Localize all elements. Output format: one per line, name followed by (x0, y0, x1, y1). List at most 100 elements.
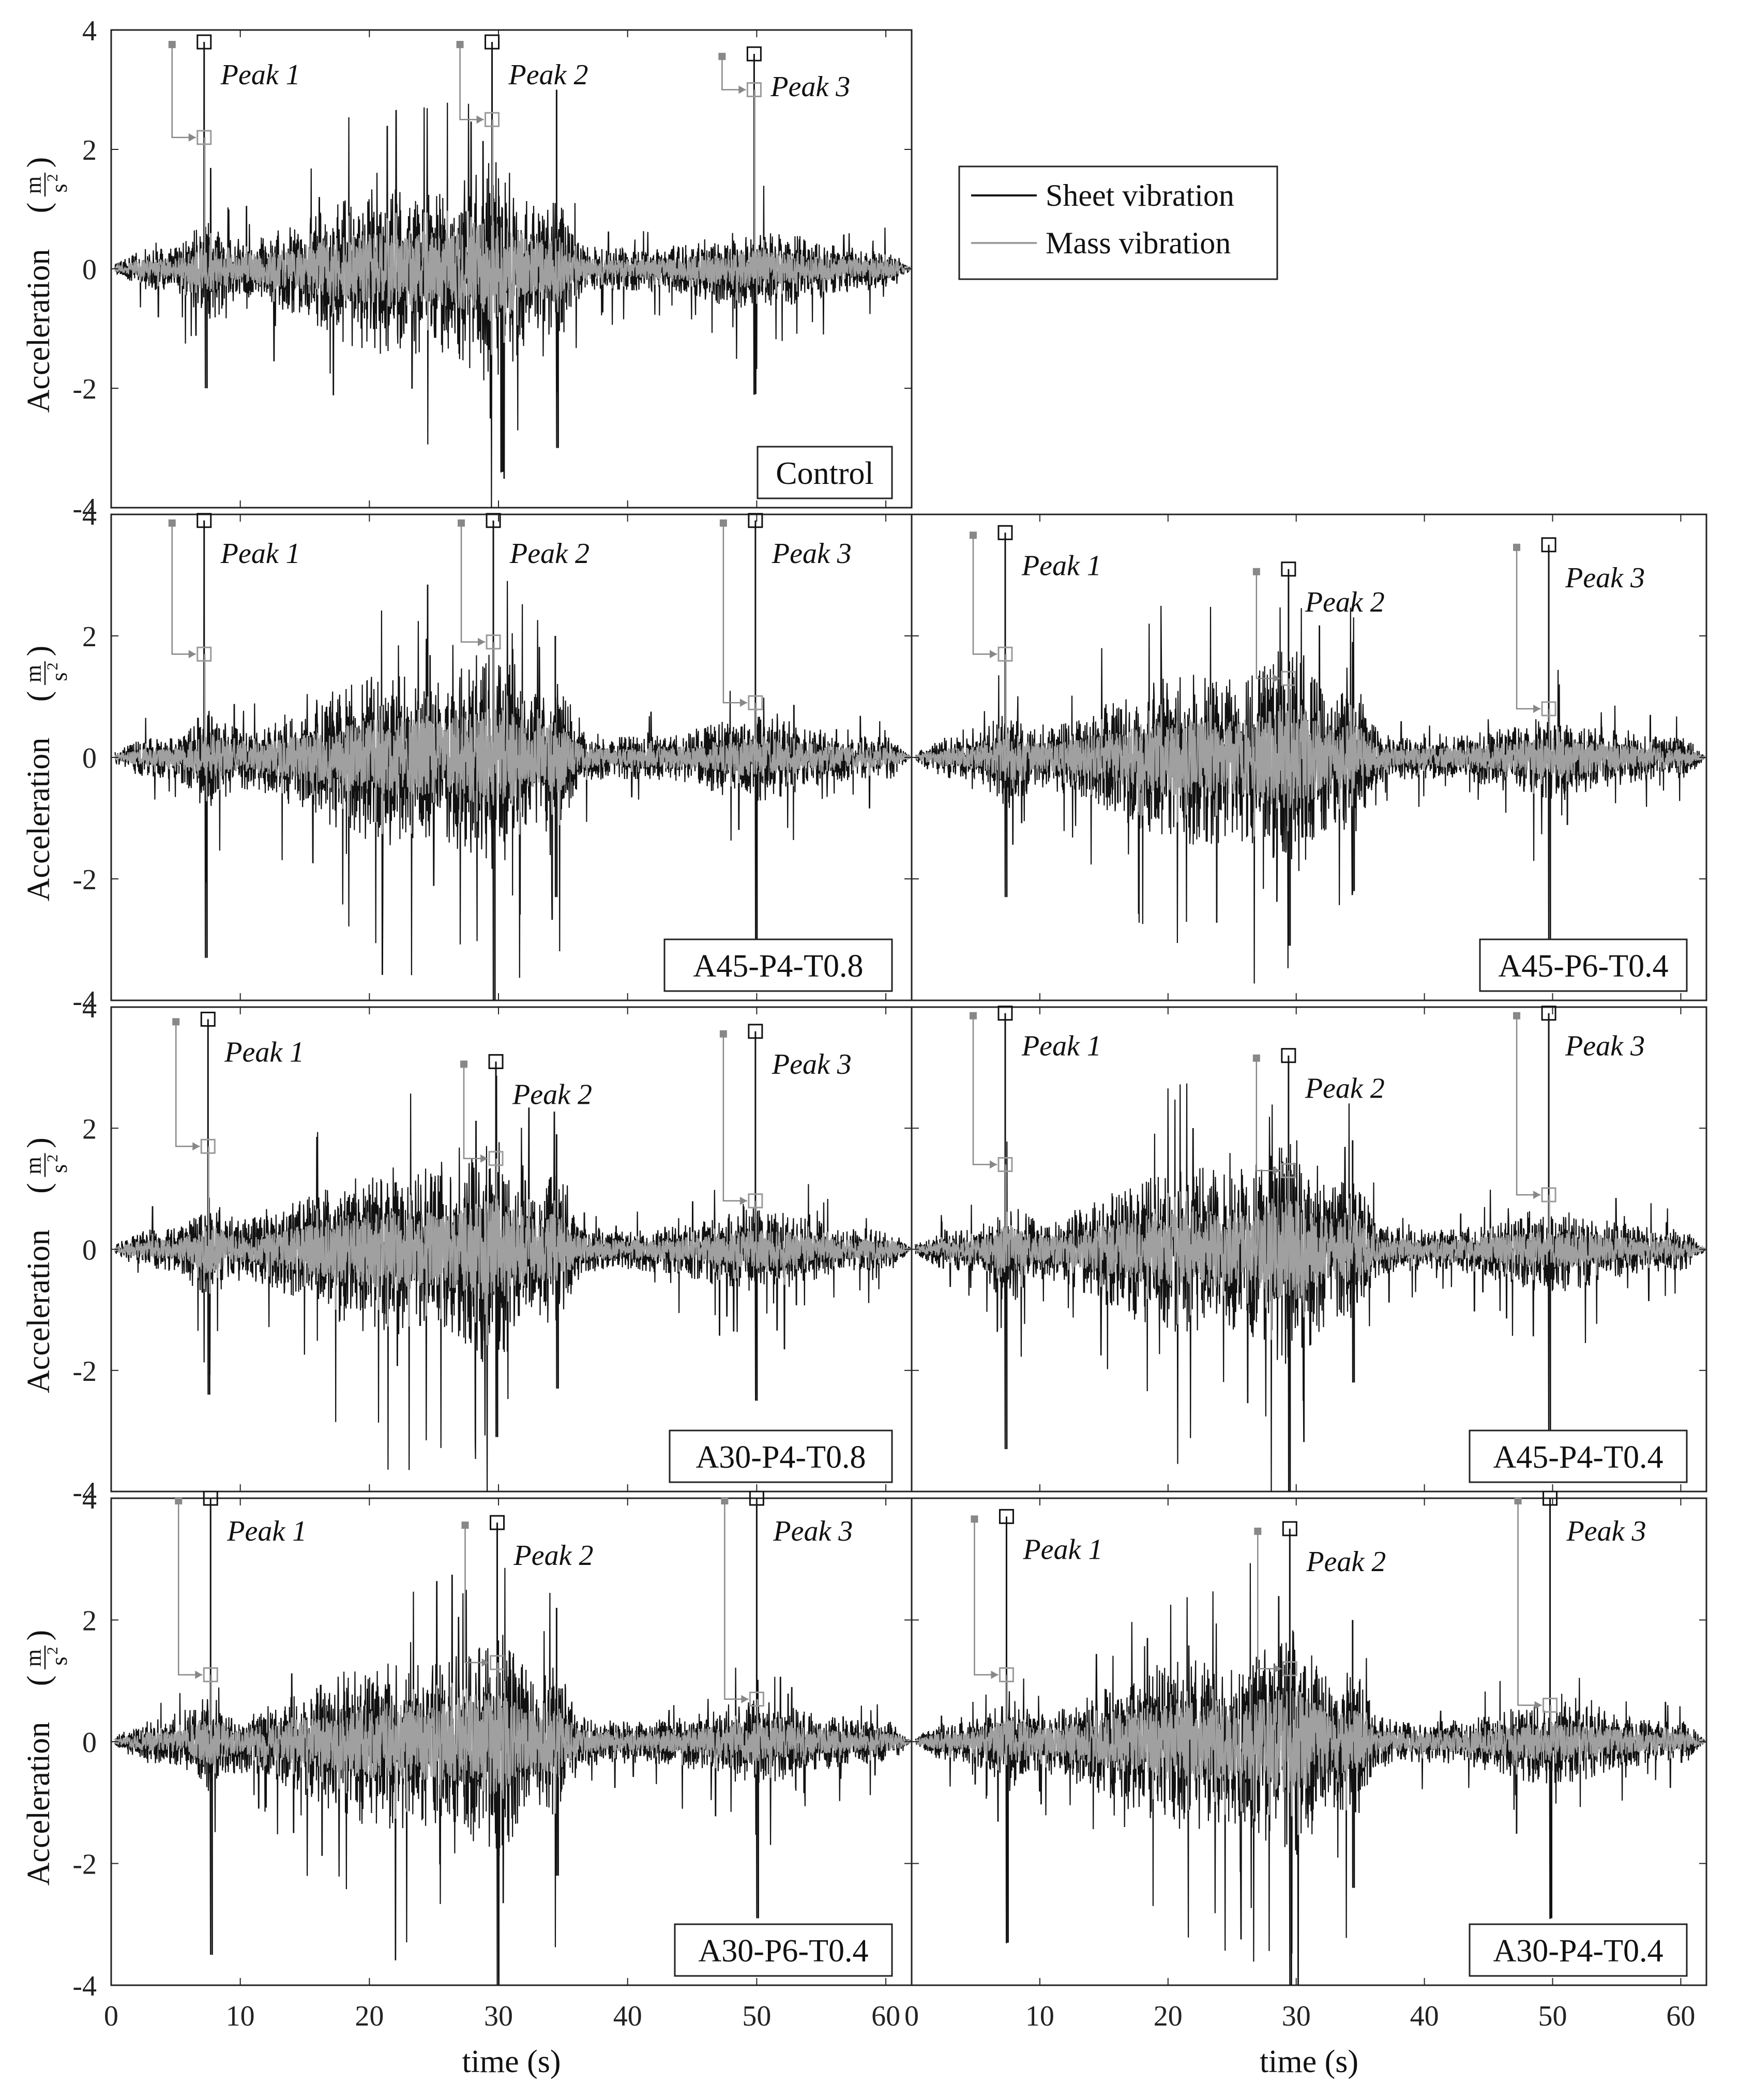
peak-connector (463, 1064, 488, 1160)
peak-arrowhead (192, 1142, 200, 1151)
y-tick-label: -4 (72, 1477, 97, 1509)
peak-label: Peak 1 (1021, 550, 1101, 582)
peak-sheet-marker (746, 46, 762, 62)
x-tick-label: 0 (904, 2000, 919, 2032)
peak-arrowhead (991, 1670, 999, 1679)
peak-connector (178, 1501, 203, 1676)
case-label-box (1479, 938, 1688, 992)
svg-text:m: m (21, 1649, 46, 1667)
peak-arrowhead (1534, 1701, 1542, 1710)
x-tick-label: 10 (1025, 2000, 1054, 2032)
peak-label: Peak 1 (224, 1036, 304, 1068)
y-axis-label: Acceleration(m s2) (21, 1137, 72, 1393)
y-tick-label: 0 (82, 1235, 97, 1267)
peak-connector (972, 535, 997, 655)
y-tick-label: -2 (72, 864, 97, 896)
case-label-box (669, 1429, 893, 1483)
series-mass-vibration (114, 695, 911, 835)
peak-label: Peak 2 (513, 1540, 594, 1572)
peak-sheet-marker (748, 513, 763, 528)
peak-arrowhead (989, 1160, 997, 1169)
peak-label: Peak 3 (1565, 1030, 1645, 1062)
legend-label-mass: Mass vibration (1046, 226, 1231, 260)
series-mass-vibration (114, 1681, 911, 1819)
peak-connector (974, 1519, 999, 1676)
svg-text:): ) (21, 157, 56, 168)
peak-mass-marker (999, 1667, 1014, 1682)
x-tick-label: 60 (871, 2000, 900, 2032)
peak-mass-marker (748, 1193, 763, 1209)
y-tick-label: 4 (82, 499, 97, 531)
peak-label: Peak 2 (1305, 1073, 1385, 1105)
case-label: A45-P4-T0.4 (1493, 1440, 1664, 1475)
svg-text:): ) (21, 1137, 56, 1148)
x-tick-label: 20 (1154, 2000, 1183, 2032)
series-sheet-vibration (114, 42, 911, 508)
y-tick-label: 2 (82, 134, 97, 166)
svg-text:Acceleration: Acceleration (21, 1229, 56, 1393)
peak-mass-marker (1543, 1697, 1558, 1713)
series-mass-vibration (114, 1188, 911, 1346)
series-mass-vibration (915, 704, 1706, 837)
peak-arrowhead (1274, 1664, 1282, 1673)
svg-text:s: s (47, 672, 72, 681)
panel-a30-p4-t0.8: Peak 1 Peak 2 Peak 3 4 2 0 -2 -4 Acceleration (m s… (21, 992, 913, 1509)
peak-arrowhead (480, 1154, 488, 1163)
peak-connector (464, 1525, 489, 1664)
peak-connector (1256, 571, 1280, 679)
legend-label-sheet: Sheet vibration (1046, 178, 1234, 212)
peak-label: Peak 1 (226, 1515, 307, 1547)
peak-sheet-marker (1543, 1490, 1558, 1506)
panel-a45-p6-t0.4: Peak 1 Peak 2 Peak 3 A45-P6-T0.4 (911, 513, 1707, 1001)
svg-text:(: ( (21, 691, 56, 702)
peak-sheet-marker (1282, 1521, 1297, 1536)
peak-mass-marker (997, 1157, 1013, 1173)
series-mass-vibration (915, 1191, 1706, 1340)
peak-mass-marker (749, 1692, 764, 1707)
peak-label: Peak 1 (1022, 1533, 1102, 1565)
x-tick-label: 20 (355, 2000, 384, 2032)
svg-text:Acceleration: Acceleration (21, 1722, 56, 1886)
peak-label: Peak 2 (509, 538, 589, 570)
peak-arrowhead (741, 1695, 749, 1703)
peak-connector (722, 1033, 747, 1202)
peak-connector (724, 1501, 749, 1700)
y-tick-label: -4 (72, 985, 97, 1017)
x-tick-label: 10 (226, 2000, 255, 2032)
svg-text:2: 2 (44, 1647, 61, 1655)
peak-connector (1517, 1501, 1542, 1706)
case-label-box (757, 446, 893, 499)
peak-label: Peak 3 (770, 71, 850, 103)
panel-control: Peak 1 Peak 2 Peak 3 4 2 0 -2 -4 Acceleration (m s… (21, 15, 913, 525)
peak-arrowhead (739, 698, 747, 707)
peak-connector (721, 56, 746, 90)
peak-sheet-marker (490, 1515, 505, 1530)
y-tick-label: -2 (72, 1356, 97, 1388)
y-tick-label: 0 (82, 254, 97, 286)
panel-a45-p4-t0.4: Peak 1 Peak 2 Peak 3 A45-P4-T0.4 (911, 1006, 1707, 1493)
peak-label: Peak 2 (1305, 586, 1385, 618)
peak-sheet-marker (196, 34, 212, 50)
y-tick-label: -2 (72, 1849, 97, 1881)
peak-mass-marker (997, 646, 1013, 662)
svg-text:2: 2 (44, 1154, 61, 1162)
svg-text:): ) (21, 646, 56, 657)
x-tick-label: 30 (484, 2000, 513, 2032)
case-label: A45-P6-T0.4 (1499, 949, 1669, 984)
panel-a45-p4-t0.8: Peak 1 Peak 2 Peak 3 4 2 0 -2 -4 Acceleration (m s… (21, 499, 913, 1017)
x-tick-label: 0 (104, 2000, 118, 2032)
case-label-box (1469, 1429, 1688, 1483)
peak-connector (175, 1022, 200, 1147)
peak-sheet-marker (486, 513, 501, 528)
y-axis-label: Acceleration(m s2) (21, 646, 72, 902)
y-axis-label: Acceleration(m s2) (21, 157, 72, 413)
peak-label: Peak 3 (773, 1515, 853, 1547)
peak-label: Peak 1 (220, 59, 300, 91)
peak-sheet-marker (1281, 561, 1296, 577)
y-tick-label: 4 (82, 992, 97, 1024)
peak-label: Peak 2 (508, 59, 588, 91)
peak-label: Peak 2 (512, 1078, 592, 1110)
x-tick-label: 40 (1410, 2000, 1439, 2032)
peak-sheet-marker (997, 525, 1013, 540)
